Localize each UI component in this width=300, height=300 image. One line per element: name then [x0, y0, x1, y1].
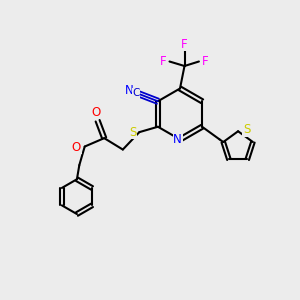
Text: F: F [160, 55, 166, 68]
Text: O: O [92, 106, 101, 119]
Text: S: S [243, 123, 250, 136]
Text: O: O [72, 141, 81, 154]
Text: N: N [173, 133, 182, 146]
Text: F: F [202, 55, 209, 68]
Text: C: C [132, 88, 140, 98]
Text: F: F [181, 38, 188, 51]
Text: N: N [124, 84, 133, 97]
Text: S: S [129, 126, 136, 139]
